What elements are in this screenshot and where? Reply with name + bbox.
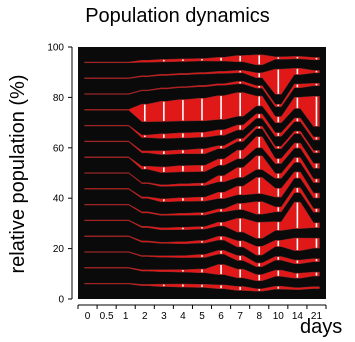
x-tick-label: 21 [311, 311, 323, 322]
lineage-band-9 [84, 136, 320, 173]
y-tick-label: 40 [53, 194, 65, 205]
x-tick-label: 2 [142, 311, 148, 322]
lineage-band-8 [84, 155, 320, 187]
lineage-band-3 [84, 250, 320, 267]
lineage-band-4 [84, 235, 320, 256]
x-tick-label: 1 [123, 311, 129, 322]
y-axis: 0 20 40 60 80 100 [47, 43, 73, 306]
lineage-band-14 [84, 68, 320, 95]
x-tick-label: 0.5 [100, 311, 114, 322]
x-tick-label: 14 [292, 311, 304, 322]
x-tick-label: 4 [180, 311, 186, 322]
lineage-band-10 [84, 125, 320, 155]
lineage-band-7 [84, 171, 320, 203]
chart-title: Population dynamics [85, 5, 270, 27]
lineage-band-5 [84, 201, 320, 239]
x-tick-label: 10 [273, 311, 285, 322]
x-axis: 0 0.5 1 2 3 4 5 6 7 8 10 14 21 [77, 304, 327, 322]
x-tick-label: 3 [161, 311, 167, 322]
lineage-band-6 [84, 187, 320, 216]
lineage-band-13 [84, 81, 320, 107]
y-tick-label: 20 [53, 244, 65, 255]
y-tick-label: 80 [53, 93, 65, 104]
x-tick-label: 8 [256, 311, 262, 322]
x-tick-label: 5 [199, 311, 205, 322]
y-tick-label: 60 [53, 143, 65, 154]
lineage-band-1 [84, 282, 320, 292]
y-tick-label: 0 [58, 295, 64, 306]
x-axis-label: days [300, 316, 343, 338]
lineage-band-2 [84, 264, 320, 282]
lineage-layer [84, 54, 320, 292]
x-tick-label: 7 [237, 311, 243, 322]
x-tick-label: 0 [85, 311, 91, 322]
x-tick-label: 6 [218, 311, 224, 322]
y-tick-label: 100 [47, 43, 64, 54]
